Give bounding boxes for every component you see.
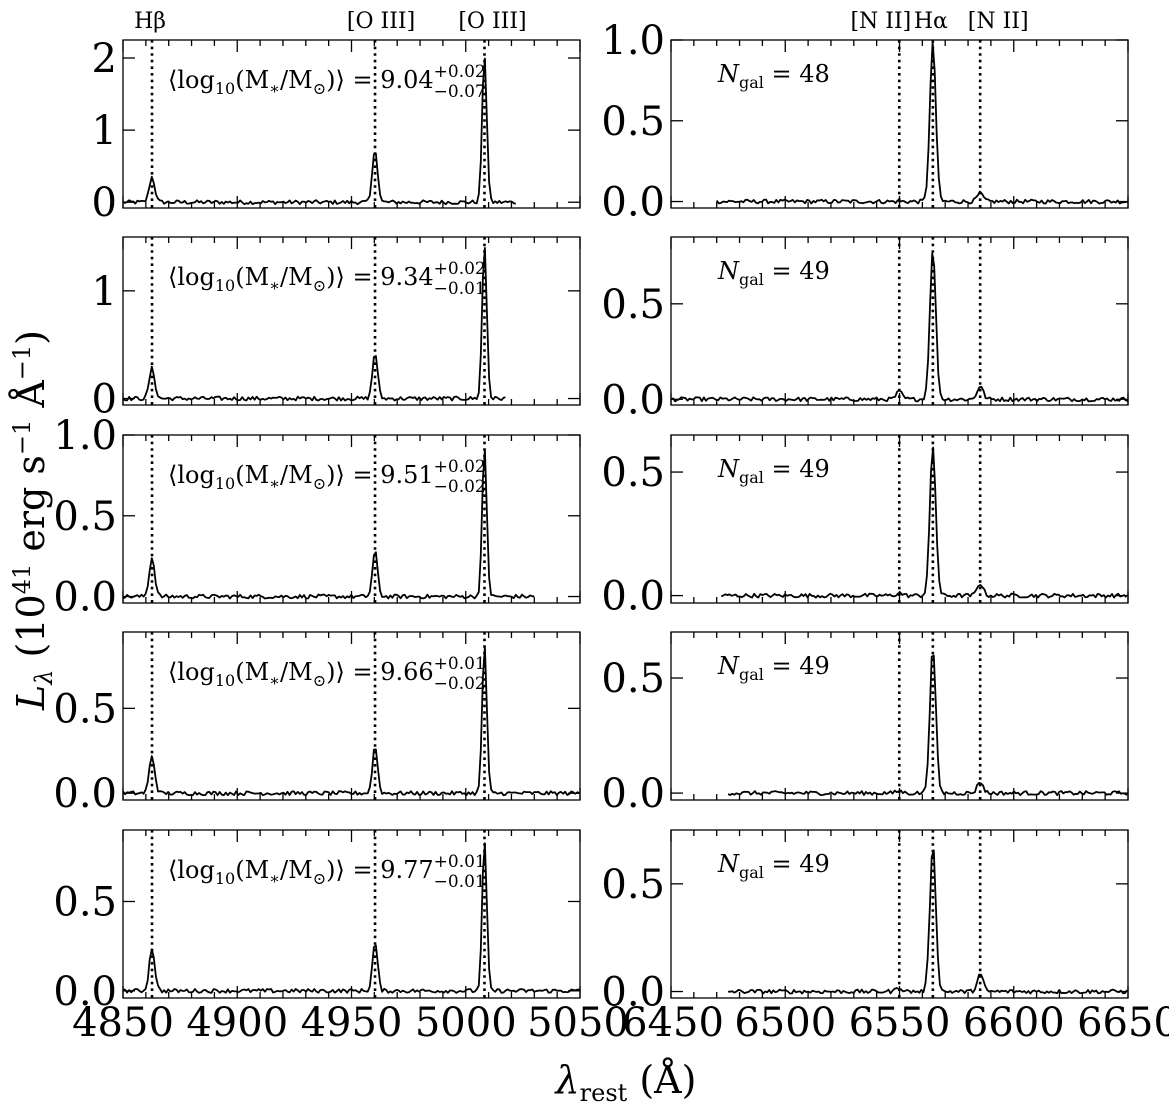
y-tick-label: 1 [92,269,117,315]
emission-line-label: [N II] [968,9,1029,34]
panel-frame [670,631,1129,801]
y-tick-label: 0.5 [53,686,117,732]
emission-line-label: [N II] [850,9,911,34]
y-tick-label: 0.0 [601,574,665,620]
mass-annotation: ⟨log10(M∗/M⊙)⟩ = 9.66+0.01 −0.02 [168,654,486,694]
panel-frame [670,434,1129,604]
mass-annotation: ⟨log10(M∗/M⊙)⟩ = 9.04+0.02 −0.07 [168,62,486,102]
y-tick-label: 0.5 [601,656,665,702]
emission-line-label: [O III] [347,9,415,34]
spectrum-line [122,646,580,797]
y-tick-label: 0.0 [601,771,665,817]
ngal-annotation: Ngal = 48 [717,60,830,92]
panel-row2-left: 0 1 ⟨log10(M∗/M⊙)⟩ = 9.34+0.02 −0.01 [92,236,581,423]
y-tick-label: 0 [92,377,117,423]
x-tick-label: 6550 [849,1000,951,1046]
y-tick-label: 0.0 [53,969,117,1015]
panel-frame [670,236,1129,406]
x-tick-label: 6450 [622,1000,724,1046]
emission-line-label: [O III] [458,9,526,34]
x-tick-label: 5050 [527,1000,629,1046]
emission-line-label: Hα [914,9,948,34]
spectrum-line [122,842,580,994]
y-tick-label: 1.0 [53,413,117,459]
x-tick-label: 4950 [301,1000,403,1046]
spectrum-line [727,654,1128,796]
spectrum-line [122,246,506,402]
y-tick-label: 1 [92,108,117,154]
mass-annotation: ⟨log10(M∗/M⊙)⟩ = 9.51+0.02 −0.02 [168,457,486,497]
y-axis-title: Lλ (1041 erg s−1 Å−1) [8,330,58,711]
panel-row1-left: 0 1 2 ⟨log10(M∗/M⊙)⟩ = 9.04+0.02 −0.07 [92,36,581,226]
panel-frame [670,829,1129,999]
ngal-annotation: Ngal = 49 [717,257,830,289]
emission-line-label: Hβ [134,9,166,34]
spectrum-line [720,446,1128,599]
panel-frame [670,39,1129,209]
panel-row3-right: 0.0 0.5 Ngal = 49 [601,434,1129,620]
spectrum-line [122,448,535,600]
y-tick-label: 0.5 [601,862,665,908]
emission-line-labels: Hβ [O III] [O III] [N II] Hα [N II] [134,9,1028,34]
panels-group: 0 1 2 ⟨log10(M∗/M⊙)⟩ = 9.04+0.02 −0.07 0.0 0.5… [53,18,1169,1046]
x-axis-title: λrest (Å) [554,1058,697,1107]
x-tick-label: 4900 [186,1000,288,1046]
spectrum-line [122,57,517,206]
x-tick-label: 4850 [72,1000,174,1046]
panel-row4-left: 0.0 0.5 ⟨log10(M∗/M⊙)⟩ = 9.66+0.01 −0.02 [53,631,581,817]
panel-row1-right: 0.0 0.5 1.0 Ngal = 48 [601,18,1129,226]
mass-annotation: ⟨log10(M∗/M⊙)⟩ = 9.77+0.01 −0.01 [168,852,486,892]
y-tick-label: 0.5 [601,282,665,328]
ngal-annotation: Ngal = 49 [717,850,830,882]
y-tick-label: 0.0 [53,771,117,817]
y-tick-label: 1.0 [601,18,665,64]
spectrum-line [715,41,1129,205]
panel-row5-right: 0.0 0.5 6450 6500 6550 6600 6650 Ngal = 49 [601,829,1169,1046]
panel-row2-right: 0.0 0.5 Ngal = 49 [601,236,1129,423]
spectrum-line [670,252,1128,403]
y-tick-label: 0.0 [601,970,665,1016]
y-tick-label: 0.0 [53,575,117,621]
y-tick-label: 0.5 [53,879,117,925]
x-tick-label: 6500 [734,1000,836,1046]
x-tick-label: 5000 [415,1000,517,1046]
panel-row3-left: 0.0 0.5 1.0 ⟨log10(M∗/M⊙)⟩ = 9.51+0.02 −0.02 [53,413,581,621]
y-tick-label: 0.0 [601,377,665,423]
x-tick-label: 6650 [1077,1000,1169,1046]
y-tick-label: 0 [92,180,117,226]
y-tick-label: 0.5 [53,494,117,540]
ngal-annotation: Ngal = 49 [717,455,830,487]
panel-row5-left: 0.0 0.5 4850 4900 4950 5000 5050 ⟨log10(M∗/M⊙)⟩… [53,829,629,1046]
panel-row4-right: 0.0 0.5 Ngal = 49 [601,631,1129,817]
y-tick-label: 0.5 [601,99,665,145]
x-tick-label: 6600 [963,1000,1065,1046]
y-tick-label: 0.5 [601,450,665,496]
y-tick-label: 0.0 [601,180,665,226]
mass-annotation: ⟨log10(M∗/M⊙)⟩ = 9.34+0.02 −0.01 [168,259,486,299]
spectrum-line [728,849,1128,995]
ngal-annotation: Ngal = 49 [717,652,830,684]
y-tick-label: 2 [92,36,117,82]
